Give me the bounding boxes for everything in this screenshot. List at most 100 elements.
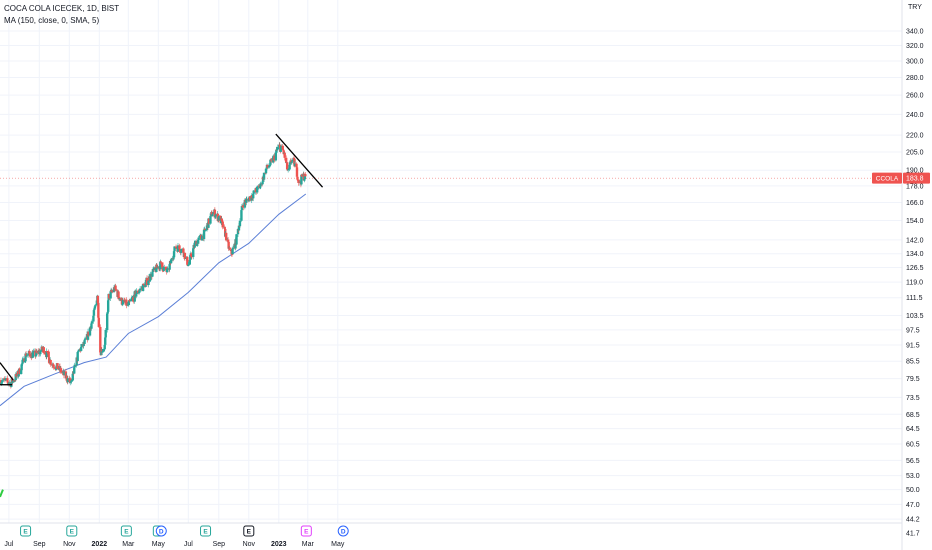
- earnings-event-marker[interactable]: E: [300, 525, 312, 537]
- short-trendline[interactable]: [0, 362, 14, 381]
- price-tick-label: 119.0: [906, 280, 923, 287]
- candle-body: [97, 302, 100, 318]
- event-marker-shape: [120, 525, 132, 537]
- price-tick-label: 240.0: [906, 112, 924, 119]
- price-tick-label: 97.5: [906, 327, 920, 334]
- candle-body: [127, 301, 131, 306]
- candle-body: [178, 249, 182, 252]
- time-tick-label: Sep: [213, 541, 226, 548]
- candle-body: [231, 247, 235, 249]
- candle-body: [268, 164, 272, 166]
- time-tick-label: Mar: [302, 541, 315, 548]
- dividend-event-marker[interactable]: D: [337, 525, 349, 537]
- candle-body: [94, 305, 97, 307]
- candle-body: [218, 215, 221, 221]
- price-tick-label: 220.0: [906, 133, 924, 140]
- candle-body: [245, 198, 249, 200]
- earnings-event-marker[interactable]: E: [200, 525, 212, 537]
- candle-body: [289, 160, 293, 163]
- candle-body: [114, 285, 117, 290]
- candle-body: [231, 248, 234, 255]
- earnings-event-marker[interactable]: E: [120, 525, 132, 537]
- candle-body: [52, 365, 55, 367]
- candle-body: [275, 149, 278, 153]
- price-axis[interactable]: TRY 340.0 320.0 300.0 280.0 260.0 240.0 220.0 20…: [901, 0, 924, 550]
- candle-body: [211, 214, 214, 217]
- candle-body: [52, 366, 56, 368]
- candle-body: [39, 351, 42, 355]
- candle-body: [104, 337, 107, 345]
- candle-body: [92, 315, 95, 322]
- candle-body: [190, 256, 193, 258]
- candle-body: [288, 162, 292, 165]
- event-marker-letter: D: [159, 529, 164, 536]
- event-marker-letter: E: [23, 529, 28, 536]
- symbol-legend-line[interactable]: COCA COLA ICECEK, 1D, BIST: [4, 4, 120, 13]
- candle-body: [163, 266, 166, 268]
- candle-body: [284, 157, 288, 163]
- candle-body: [224, 232, 228, 241]
- candle-body: [49, 359, 52, 365]
- candle-body: [107, 293, 111, 299]
- time-tick-label: Jul: [184, 541, 193, 548]
- candle-body: [23, 361, 27, 363]
- candle-body: [168, 264, 171, 270]
- candle-body: [269, 159, 273, 161]
- candle-body: [300, 174, 304, 177]
- candle-body: [151, 272, 154, 277]
- price-tick-label: 111.5: [906, 295, 923, 302]
- candle-body: [240, 210, 243, 221]
- green-scribble[interactable]: [0, 489, 4, 498]
- time-axis[interactable]: Jul Sep Nov 2022 Mar May Jul Sep Nov 2023 Mar May: [0, 522, 902, 548]
- candle-body: [31, 352, 35, 358]
- candle-body: [221, 221, 224, 228]
- candle-body: [73, 364, 76, 368]
- event-marker-shape: [200, 525, 212, 537]
- candle-body: [19, 370, 23, 375]
- indicator-legend-line[interactable]: MA (150, close, 0, SMA, 5): [4, 16, 100, 25]
- earnings-event-marker[interactable]: E: [20, 525, 32, 537]
- candle-body: [137, 292, 140, 294]
- candle-body: [35, 350, 39, 353]
- candle-body: [59, 368, 63, 373]
- symbol-tag-label: CCOLA: [876, 176, 899, 183]
- candle-body: [300, 174, 303, 185]
- candle-body: [268, 165, 271, 167]
- candle-body: [295, 167, 299, 177]
- earnings-event-marker[interactable]: E: [243, 525, 255, 537]
- price-tick-label: 44.2: [906, 517, 920, 524]
- event-marker-shape: [155, 525, 167, 537]
- price-tick-label: 41.7: [906, 531, 920, 538]
- price-tick-label: 53.0: [906, 473, 920, 480]
- descending-trendline[interactable]: [275, 133, 324, 188]
- candle-body: [8, 382, 11, 384]
- earnings-event-marker[interactable]: E: [66, 525, 78, 537]
- candle-body: [172, 251, 176, 258]
- grid: [0, 0, 902, 523]
- moving-average-layer: [0, 193, 307, 407]
- candle-body: [257, 185, 261, 187]
- candle-body: [117, 296, 121, 300]
- candle-body: [11, 380, 14, 383]
- candle-body: [14, 374, 17, 381]
- candle-body: [293, 159, 296, 167]
- event-marker-letter: E: [247, 529, 252, 536]
- candle-body: [42, 347, 45, 353]
- candle-body: [151, 269, 155, 273]
- candle-body: [26, 354, 30, 356]
- candle-body: [281, 145, 284, 150]
- candle-body: [259, 183, 262, 187]
- candle-body: [93, 308, 96, 311]
- candle-body: [32, 351, 35, 353]
- candle-body: [297, 179, 300, 183]
- candle-body: [111, 291, 114, 293]
- dividend-event-marker[interactable]: D: [155, 525, 167, 537]
- price-tick-label: 300.0: [906, 58, 924, 65]
- candle-body: [24, 353, 27, 362]
- event-marker-shape: [66, 525, 78, 537]
- price-tick-label: 320.0: [906, 43, 924, 50]
- candle-body: [288, 164, 291, 170]
- candle-body: [0, 381, 4, 383]
- price-tick-label: 178.0: [906, 183, 924, 190]
